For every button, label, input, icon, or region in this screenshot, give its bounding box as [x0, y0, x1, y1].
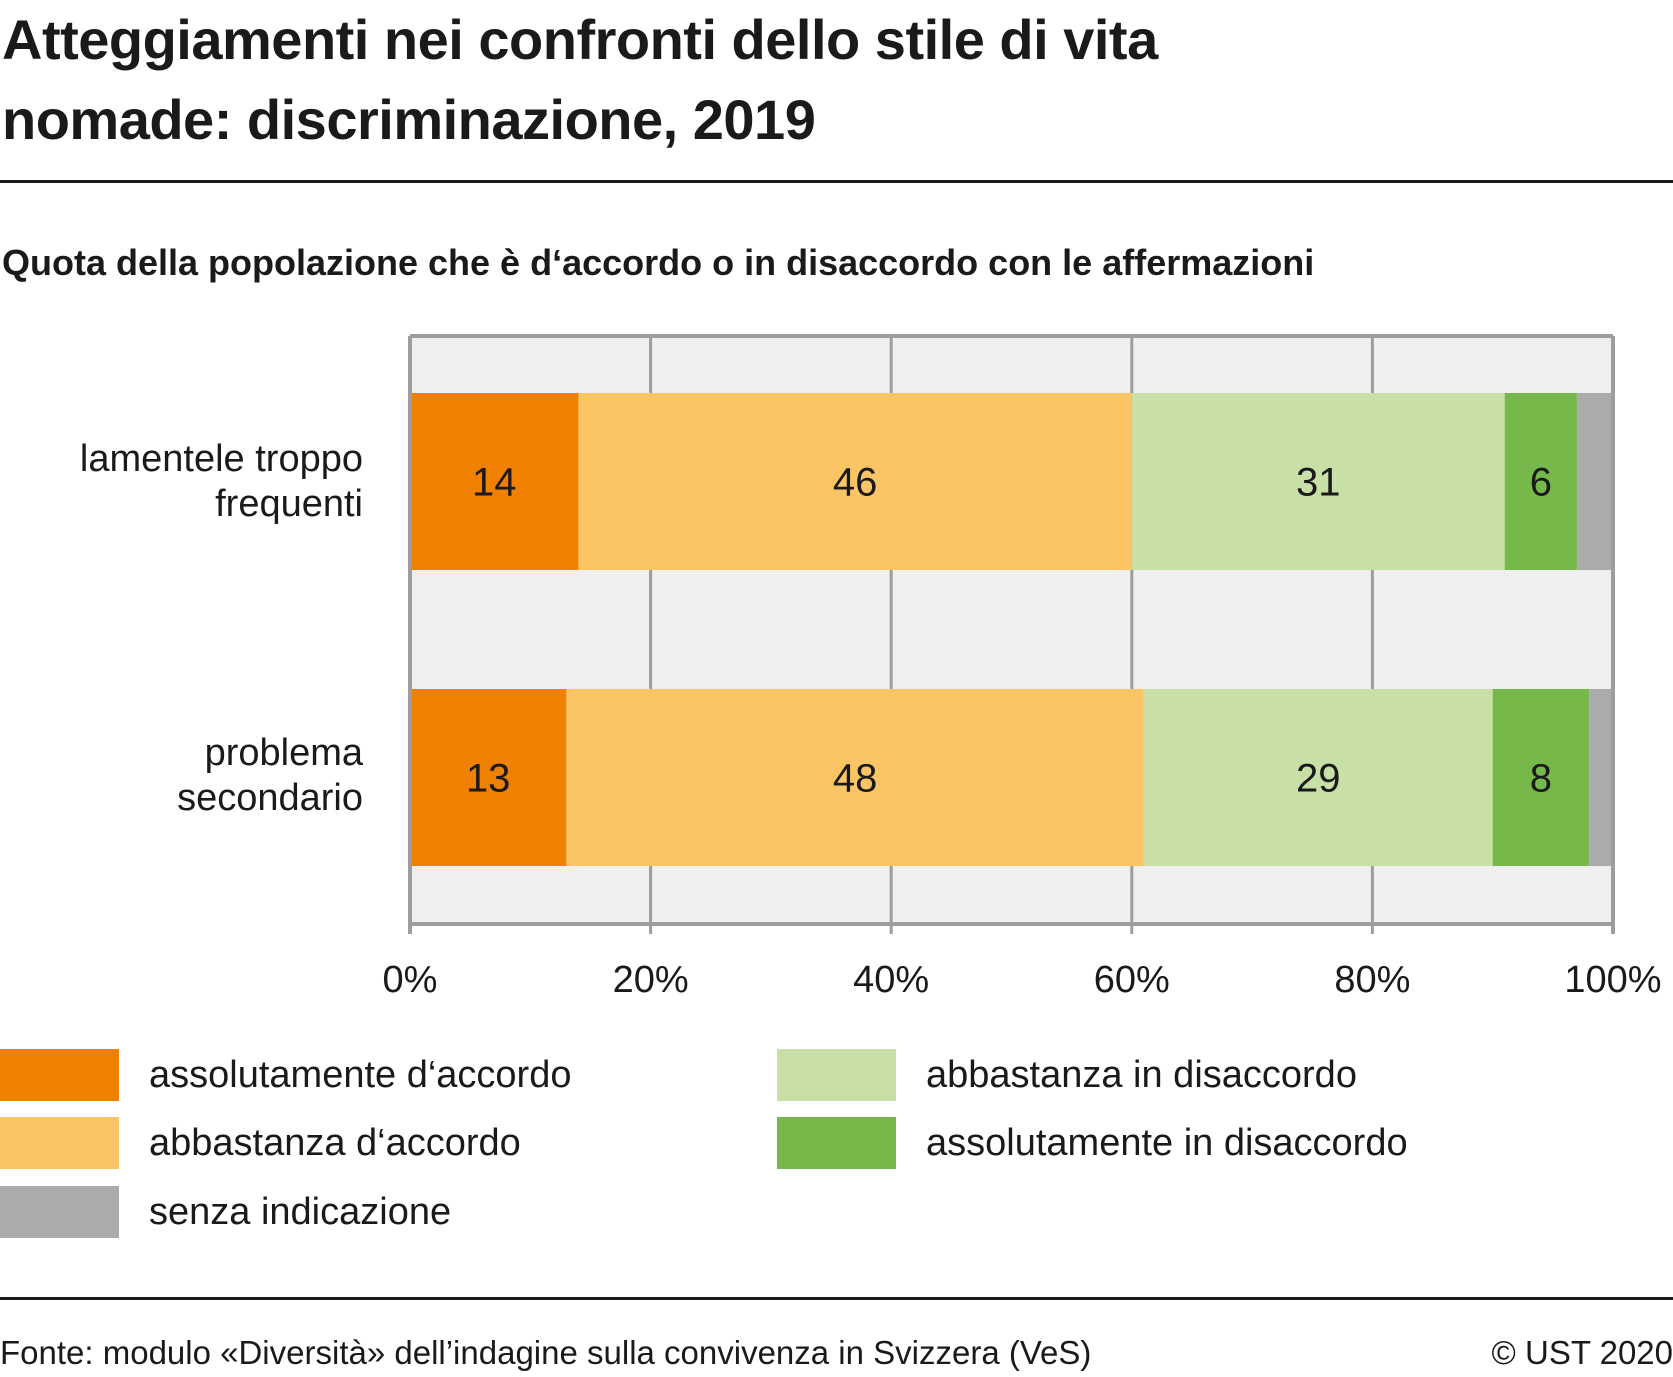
category-label-0-line-1: lamentele troppo	[79, 438, 363, 480]
bar-segment-0-3	[1504, 393, 1577, 570]
data-label-1-0: 13	[466, 757, 511, 801]
legend-label: assolutamente in disaccordo	[926, 1122, 1408, 1164]
bar-segment-0-0	[410, 393, 579, 570]
category-label-1-line-1: problema	[204, 732, 363, 774]
bar-segment-0-1	[578, 393, 1132, 570]
legend-label: abbastanza in disaccordo	[926, 1054, 1357, 1096]
chart-title: Atteggiamenti nei confronti dello stile …	[2, 0, 1602, 160]
bar-segment-1-4	[1588, 689, 1613, 866]
legend-swatch	[0, 1186, 119, 1238]
source-note: Fonte: modulo «Diversità» dell’indagine …	[0, 1334, 1092, 1371]
copyright-note: © UST 2020	[1491, 1334, 1673, 1371]
bar-segment-0-4	[1576, 393, 1613, 570]
legend-label: senza indicazione	[149, 1191, 452, 1233]
legend-item: senza indicazione	[0, 1186, 451, 1238]
legend-item: abbastanza in disaccordo	[777, 1049, 1357, 1101]
header-divider	[0, 180, 1673, 183]
data-label-0-2: 31	[1296, 461, 1341, 505]
chart-title-line-2: nomade: discriminazione, 2019	[2, 88, 816, 151]
bar-segment-0-2	[1131, 393, 1505, 570]
bar-segment-1-0	[410, 689, 567, 866]
legend-item: assolutamente d‘accordo	[0, 1049, 571, 1101]
legend-label: abbastanza d‘accordo	[149, 1122, 521, 1164]
category-label-0-line-2: frequenti	[215, 483, 363, 525]
data-label-1-2: 29	[1296, 757, 1341, 801]
bar-segment-1-3	[1492, 689, 1589, 866]
stacked-bar-chart: 0% 20% 40% 60% 80% 100% 14 46 31 6 13 48 29 8	[383, 334, 1662, 1001]
bar-segment-1-1	[566, 689, 1144, 866]
bar-segment-1-2	[1143, 689, 1493, 866]
x-tick-label-20: 20%	[613, 959, 689, 1001]
data-label-1-1: 48	[833, 757, 878, 801]
category-label-0: lamentele troppo frequenti	[80, 437, 363, 527]
legend-swatch	[0, 1049, 119, 1101]
legend-item: abbastanza d‘accordo	[0, 1117, 521, 1169]
data-label-0-0: 14	[472, 461, 517, 505]
legend-swatch	[0, 1117, 119, 1169]
category-label-1-line-2: secondario	[177, 777, 363, 819]
x-tick-label-80: 80%	[1334, 959, 1410, 1001]
data-label-0-1: 46	[833, 461, 878, 505]
legend-label: assolutamente d‘accordo	[149, 1054, 572, 1096]
chart-subtitle: Quota della popolazione che è d‘accordo …	[2, 242, 1315, 283]
legend-item: assolutamente in disaccordo	[777, 1117, 1408, 1169]
x-tick-label-40: 40%	[853, 959, 929, 1001]
x-tick-label-100: 100%	[1564, 959, 1661, 1001]
data-label-0-3: 6	[1530, 461, 1552, 505]
x-tick-label-60: 60%	[1094, 959, 1170, 1001]
category-label-1: problema secondario	[177, 731, 363, 821]
x-tick-label-0: 0%	[383, 959, 438, 1001]
legend-swatch	[777, 1049, 896, 1101]
legend-swatch	[777, 1117, 896, 1169]
chart-title-line-1: Atteggiamenti nei confronti dello stile …	[2, 8, 1158, 71]
footer-divider	[0, 1297, 1673, 1300]
data-label-1-3: 8	[1530, 757, 1552, 801]
